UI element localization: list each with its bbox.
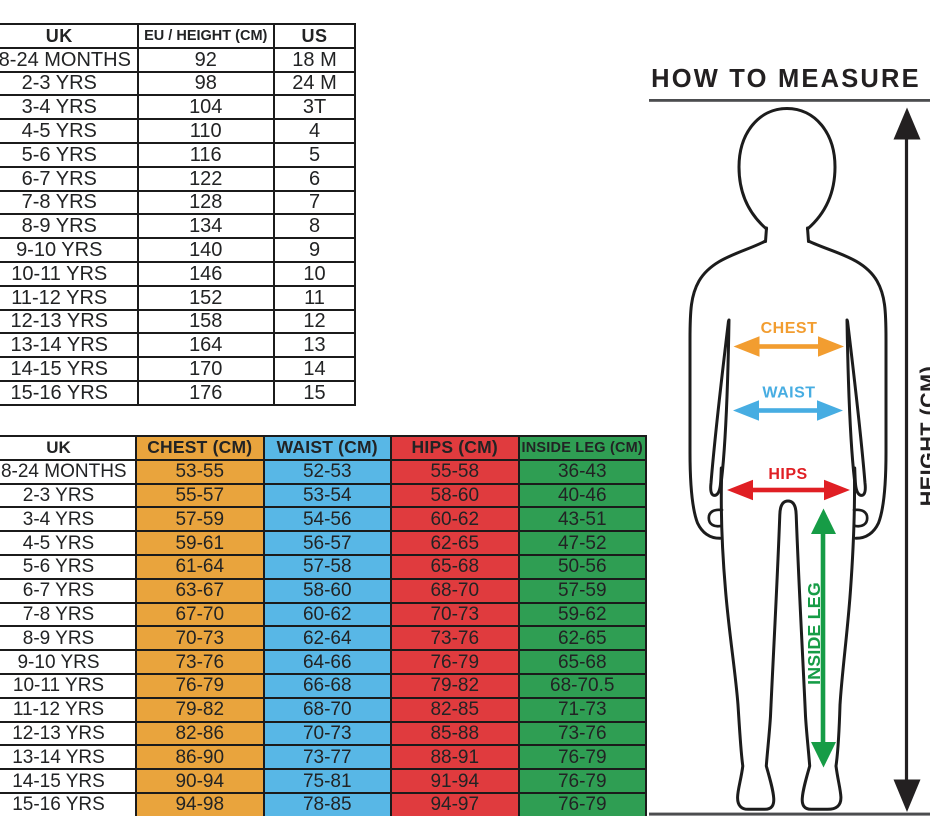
svg-text:WAIST: WAIST bbox=[762, 385, 815, 402]
svg-text:HEIGHT (CM): HEIGHT (CM) bbox=[916, 366, 930, 506]
svg-text:CHEST: CHEST bbox=[761, 320, 818, 337]
svg-text:HOW TO MEASURE: HOW TO MEASURE bbox=[651, 65, 921, 93]
svg-text:INSIDE LEG: INSIDE LEG bbox=[804, 582, 824, 685]
svg-text:HIPS: HIPS bbox=[768, 466, 807, 483]
